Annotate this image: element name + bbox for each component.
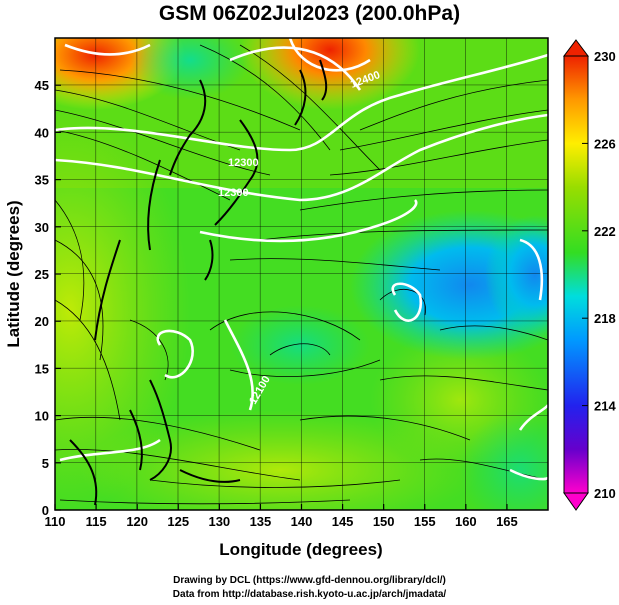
- colorbar-tick-label: 226: [594, 136, 616, 151]
- map-title: GSM 06Z02Jul2023 (200.0hPa): [158, 2, 461, 25]
- x-tick-label: 155: [414, 514, 436, 529]
- temperature-field: [55, 38, 548, 510]
- y-tick-label: 20: [35, 314, 49, 329]
- y-tick-label: 5: [42, 456, 49, 471]
- colorbar-tick-label: 222: [594, 224, 616, 239]
- x-axis: 110 115 120 125 130 135 140 145 150 155 160 165: [45, 504, 518, 529]
- y-tick-label: 35: [35, 173, 49, 188]
- coastlines: [69, 59, 328, 506]
- x-tick-label: 150: [373, 514, 395, 529]
- x-tick-label: 130: [208, 514, 230, 529]
- y-tick-label: 10: [35, 409, 49, 424]
- y-tick-label: 45: [35, 78, 49, 93]
- height-contours: [55, 38, 548, 481]
- streamlines: [55, 44, 548, 505]
- colorbar-tick-label: 210: [594, 486, 616, 501]
- colorbar-scale: [563, 55, 589, 494]
- y-axis-label: Latitude (degrees): [4, 200, 23, 347]
- credit-data-source: Data from http://database.rish.kyoto-u.a…: [172, 589, 447, 600]
- y-tick-label: 40: [35, 125, 49, 140]
- x-tick-label: 110: [45, 514, 66, 529]
- x-tick-label: 140: [291, 514, 313, 529]
- y-tick-label: 25: [35, 267, 49, 282]
- x-axis-label: Longitude (degrees): [219, 540, 382, 559]
- x-tick-label: 160: [455, 514, 477, 529]
- y-tick-label: 30: [35, 220, 49, 235]
- y-tick-label: 15: [35, 361, 49, 376]
- credit-drawing: Drawing by DCL (https://www.gfd-dennou.o…: [173, 575, 446, 586]
- colorbar-tick-label: 230: [594, 49, 616, 64]
- x-tick-label: 120: [126, 514, 148, 529]
- x-tick-label: 135: [250, 514, 272, 529]
- colorbar: 230 226 222 218 214 210: [563, 39, 616, 511]
- x-tick-label: 145: [332, 514, 354, 529]
- colorbar-tick-label: 214: [594, 399, 616, 414]
- y-tick-label: 0: [42, 503, 49, 518]
- y-axis: 0 5 10 15 20 25 30 35 40 45: [35, 78, 61, 518]
- contour-label: 12300: [228, 157, 259, 169]
- contour-label: 12300: [218, 187, 249, 199]
- x-tick-label: 125: [167, 514, 189, 529]
- x-tick-label: 115: [86, 514, 107, 529]
- colorbar-max-arrow: [563, 39, 589, 57]
- x-tick-label: 165: [496, 514, 518, 529]
- colorbar-tick-label: 218: [594, 311, 616, 326]
- colorbar-min-arrow: [563, 492, 589, 511]
